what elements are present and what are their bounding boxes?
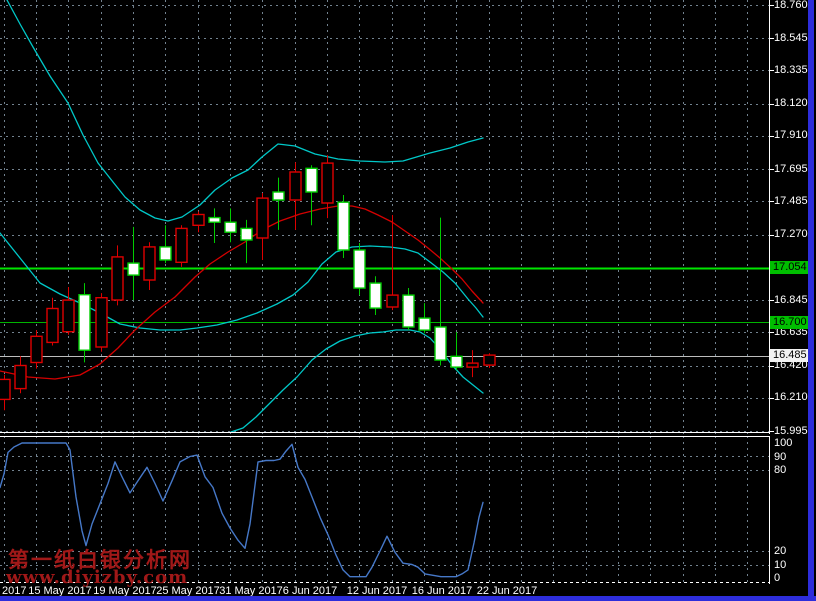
date-tick-label: 6 Jun 2017 <box>282 585 338 597</box>
price-tick <box>769 366 774 367</box>
price-tick <box>769 70 774 71</box>
indicator-tick-label: 10 <box>774 559 787 571</box>
main-chart-svg <box>0 0 770 434</box>
date-tick-label: 25 May 2017 <box>156 585 220 597</box>
bull-candle-body <box>240 227 253 241</box>
price-tick <box>769 332 774 333</box>
bear-candle-body <box>483 354 496 366</box>
price-tick-label: 17.695 <box>774 163 808 175</box>
bear-candle-body <box>256 197 269 239</box>
bull-candle-body <box>369 282 382 309</box>
price-line-badge: 16.700 <box>770 316 810 329</box>
price-tick-label: 18.545 <box>774 32 808 44</box>
watermark-url: www.diyizby.com <box>6 567 189 588</box>
bear-candle-body <box>143 246 156 281</box>
date-tick-label: 2017 <box>2 585 27 597</box>
price-tick-label: 18.120 <box>774 97 808 109</box>
date-tick-label: 16 Jun 2017 <box>411 585 473 597</box>
bear-candle-body <box>0 378 11 401</box>
price-line-badge: 17.054 <box>770 261 810 274</box>
price-tick-label: 16.845 <box>774 294 808 306</box>
watermark-chinese: 第一纸白银分析网 <box>8 549 192 572</box>
date-tick-label: 31 May 2017 <box>219 585 283 597</box>
price-tick <box>769 104 774 105</box>
indicator-panel[interactable] <box>0 436 770 584</box>
window-border-bottom <box>0 596 816 601</box>
bull-candle-body <box>450 355 463 368</box>
bear-candle-body <box>192 213 205 227</box>
indicator-tick-label: 100 <box>774 437 793 449</box>
price-tick-label: 17.485 <box>774 195 808 207</box>
bear-candle-body <box>14 364 27 390</box>
bull-candle-body <box>78 294 91 351</box>
price-tick-label: 18.335 <box>774 64 808 76</box>
bear-candle-body <box>46 307 59 344</box>
bull-candle-body <box>418 317 431 331</box>
price-tick-label: 16.210 <box>774 391 808 403</box>
bear-candle-body <box>95 297 108 348</box>
price-tick-label: 18.760 <box>774 0 808 11</box>
bull-candle-body <box>127 262 140 276</box>
bear-candle-body <box>289 171 302 201</box>
price-tick-label: 16.635 <box>774 326 808 338</box>
bull-candle-body <box>402 294 415 328</box>
bull-candle-body <box>159 246 172 261</box>
bear-candle-body <box>62 299 75 333</box>
price-tick-label: 16.420 <box>774 359 808 371</box>
date-tick-label: 22 Jun 2017 <box>476 585 538 597</box>
date-tick-label: 19 May 2017 <box>93 585 157 597</box>
bear-candle-body <box>321 162 334 204</box>
bull-candle-body <box>337 201 350 251</box>
indicator-tick-label: 20 <box>774 545 787 557</box>
oscillator-line <box>0 442 484 578</box>
price-tick <box>769 136 774 137</box>
price-tick <box>769 300 774 301</box>
bear-candle-body <box>30 335 43 364</box>
price-tick-label: 15.995 <box>774 425 808 437</box>
price-tick <box>769 201 774 202</box>
indicator-tick-label: 80 <box>774 464 787 476</box>
bear-candle-body <box>466 362 479 368</box>
indicator-svg <box>0 436 770 584</box>
price-line-badge: 16.485 <box>770 349 810 362</box>
bull-candle-body <box>272 191 285 201</box>
bear-candle-body <box>111 256 124 301</box>
window-border-right <box>808 0 814 601</box>
red-moving-average <box>0 205 484 380</box>
price-tick-label: 17.910 <box>774 129 808 141</box>
bull-candle-body <box>208 216 221 223</box>
price-tick <box>769 169 774 170</box>
bull-candle-body <box>224 221 237 233</box>
indicator-tick-label: 90 <box>774 451 787 463</box>
price-tick-label: 17.270 <box>774 228 808 240</box>
price-tick <box>769 431 774 432</box>
bollinger-upper-band <box>6 0 484 222</box>
date-tick-label: 15 May 2017 <box>28 585 92 597</box>
bear-candle-body <box>386 294 399 308</box>
price-tick <box>769 38 774 39</box>
price-tick <box>769 5 774 6</box>
indicator-tick-label: 0 <box>774 572 781 584</box>
price-tick <box>769 398 774 399</box>
price-tick <box>769 235 774 236</box>
bollinger-lower-band <box>230 329 484 433</box>
bear-candle-body <box>175 227 188 263</box>
bull-candle-body <box>434 326 447 361</box>
bull-candle-body <box>305 167 318 193</box>
date-tick-label: 12 Jun 2017 <box>346 585 408 597</box>
main-chart-area[interactable] <box>0 0 770 434</box>
bull-candle-body <box>353 249 366 289</box>
